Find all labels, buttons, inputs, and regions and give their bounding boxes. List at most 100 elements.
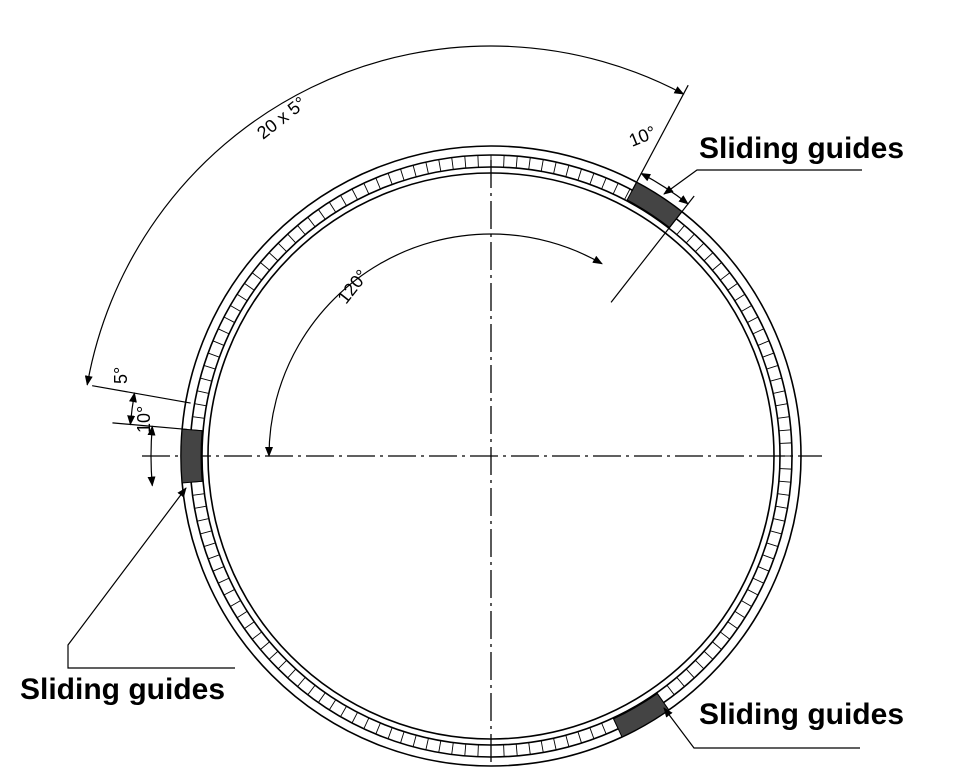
segment-tick [387, 727, 393, 740]
segment-tick [451, 742, 454, 755]
segment-tick [192, 493, 205, 496]
segment-tick [779, 468, 792, 470]
segment-tick [223, 316, 235, 323]
segment-tick [741, 305, 752, 312]
segment-tick [666, 685, 675, 696]
dim-pattern-text: 20 x 5° [253, 93, 310, 143]
segment-tick [260, 641, 270, 650]
segment-tick [400, 168, 405, 181]
segment-tick [766, 365, 779, 370]
segment-tick [741, 600, 752, 607]
segment-tick [762, 352, 775, 358]
sliding-guide-block [180, 428, 203, 484]
segment-tick [720, 631, 731, 640]
segment-tick [451, 157, 454, 170]
segment-tick [223, 589, 235, 596]
segment-tick [340, 706, 347, 717]
segment-tick [577, 731, 582, 744]
segment-tick [775, 505, 788, 509]
segment-tick [194, 505, 207, 509]
segment-tick [425, 738, 429, 750]
dim-arc-pattern [84, 45, 685, 386]
leader-bottom-right [663, 707, 860, 749]
segment-ticks [190, 155, 792, 757]
segment-tick [676, 677, 685, 687]
segment-tick [727, 282, 738, 291]
segment-tick [515, 743, 518, 756]
segment-tick [762, 554, 775, 560]
segment-tick [244, 621, 255, 630]
segment-tick [307, 216, 316, 227]
segment-tick [425, 162, 429, 174]
sliding-guides-label-bottom-right: Sliding guides [699, 698, 904, 731]
dim-left-guide-text: 10° [134, 406, 154, 433]
segment-tick [777, 416, 790, 419]
segment-tick [712, 641, 722, 650]
segment-tick [685, 668, 695, 679]
segment-tick [268, 650, 279, 660]
segment-tick [412, 735, 417, 747]
segment-tick [200, 530, 212, 535]
segment-tick [577, 168, 582, 181]
segment-tick [464, 156, 467, 169]
segment-tick [375, 722, 381, 735]
segment-tick [412, 165, 417, 177]
segment-tick [203, 542, 216, 547]
segment-tick [251, 631, 262, 640]
segment-tick [236, 610, 248, 619]
segment-tick [477, 155, 479, 168]
segment-tick [703, 252, 714, 262]
extension-line-step-a [92, 385, 191, 404]
dimension-lines [84, 45, 695, 487]
segment-tick [260, 262, 270, 271]
segment-tick [773, 390, 785, 394]
segment-tick [387, 172, 393, 185]
sliding-guides-label-top-right: Sliding guides [699, 132, 904, 165]
segment-tick [712, 262, 722, 271]
segment-tick [752, 577, 764, 584]
segment-tick [601, 177, 607, 190]
segment-tick [775, 403, 788, 407]
segment-tick [197, 518, 209, 522]
segment-tick [553, 738, 557, 750]
segment-tick [757, 566, 770, 572]
segment-tick [218, 577, 230, 584]
segment-tick [317, 209, 326, 220]
sliding-guide-blocks [180, 181, 683, 738]
segment-tick [192, 416, 205, 419]
segment-tick [727, 621, 738, 630]
segment-tick [565, 165, 570, 177]
segment-tick [770, 530, 782, 535]
segment-tick [230, 305, 241, 312]
segment-tick [503, 744, 505, 757]
segment-tick [778, 429, 791, 432]
dim-arc-spacing [265, 233, 603, 457]
sliding-guide-block [612, 692, 670, 738]
sliding-guides-label-left: Sliding guides [20, 673, 225, 706]
segment-tick [203, 365, 216, 370]
segment-tick [612, 183, 619, 195]
segment-tick [540, 159, 544, 172]
segment-tick [207, 554, 220, 560]
segment-tick [601, 722, 607, 735]
segment-tick [685, 233, 695, 244]
segment-tick [515, 156, 518, 169]
segment-tick [328, 201, 337, 213]
segment-tick [268, 252, 279, 262]
segment-tick [363, 183, 370, 195]
segment-tick [565, 735, 570, 747]
segment-tick [197, 390, 209, 394]
segment-tick [589, 172, 595, 185]
segment-tick [297, 225, 306, 235]
segment-tick [351, 712, 358, 724]
segment-tick [553, 162, 557, 174]
segment-tick [200, 377, 212, 382]
segment-tick [528, 157, 531, 170]
segment-tick [307, 685, 316, 696]
segment-tick [747, 589, 759, 596]
segment-tick [212, 340, 225, 346]
segment-tick [734, 293, 746, 302]
segment-tick [236, 293, 248, 302]
segment-tick [207, 352, 220, 358]
segment-tick [503, 155, 505, 168]
